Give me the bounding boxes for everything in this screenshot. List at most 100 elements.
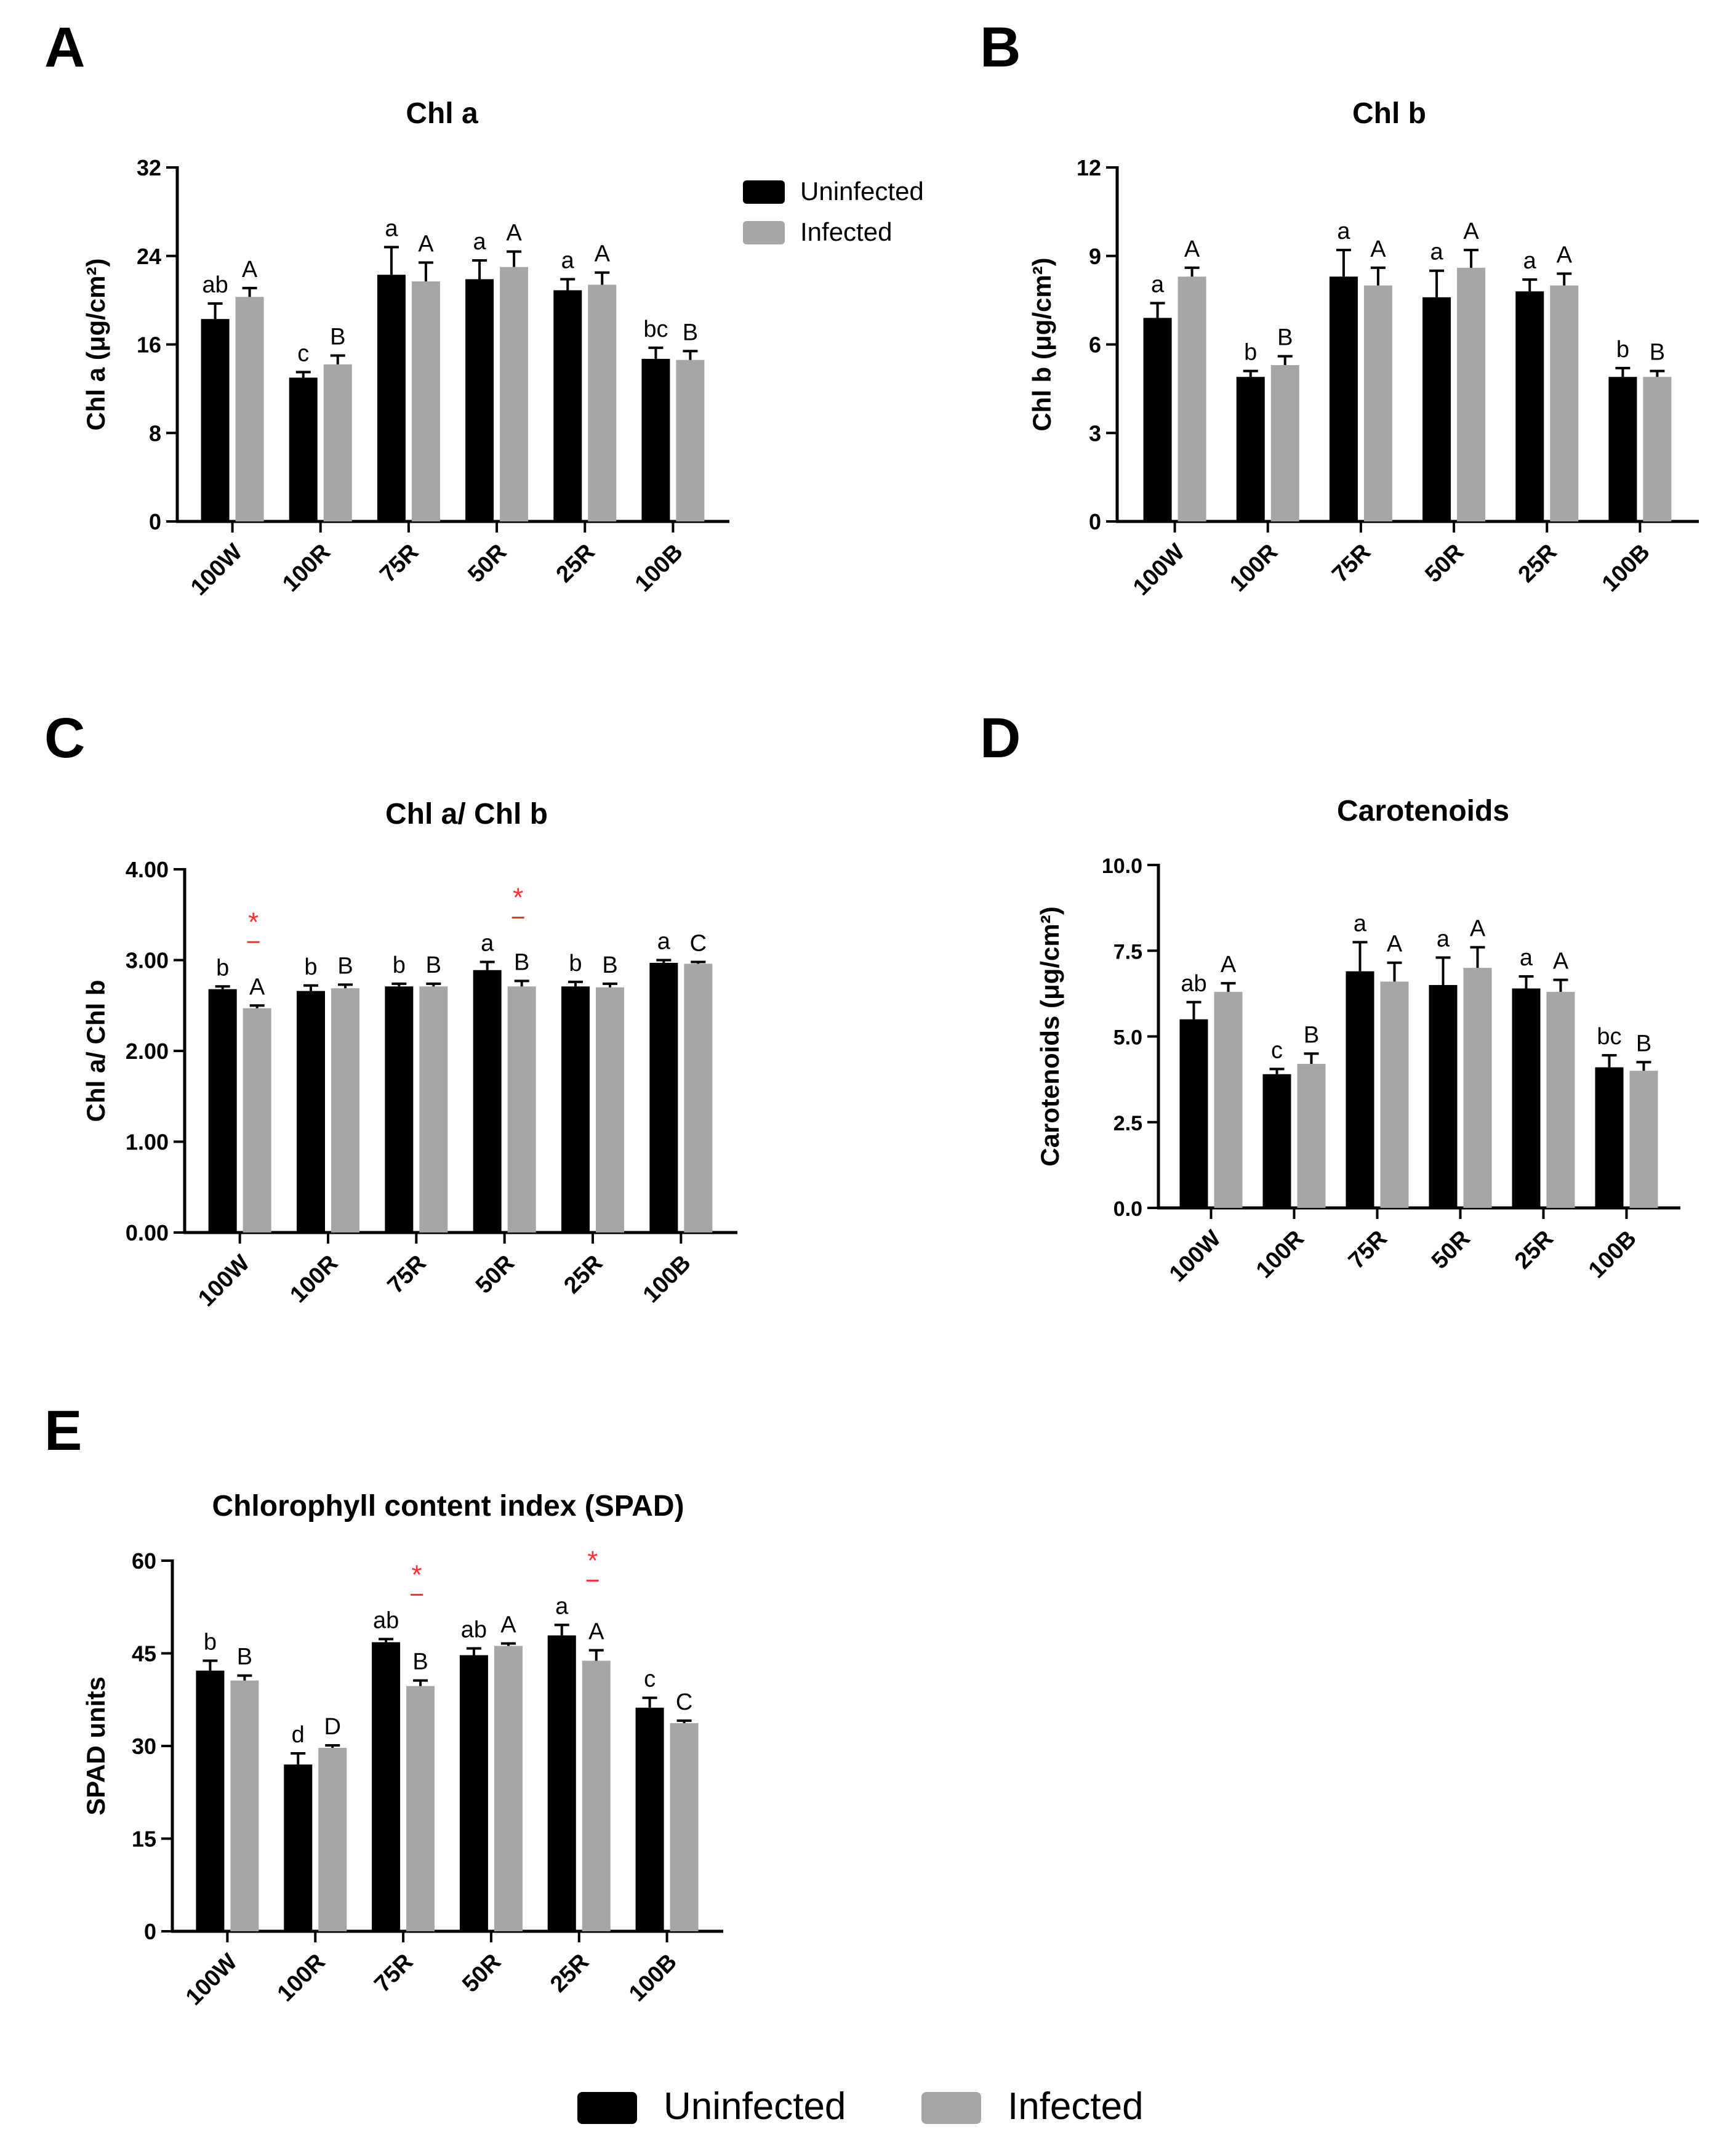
significance-letter: B <box>683 320 698 345</box>
y-tick-label: 0.00 <box>126 1220 169 1245</box>
x-tick-label: 50R <box>457 1949 506 1998</box>
significance-letter: A <box>1557 243 1573 268</box>
bar-infected <box>1363 285 1392 521</box>
bar-uninfected <box>1179 1019 1208 1208</box>
bar-uninfected <box>208 989 237 1233</box>
significance-letter: A <box>1463 219 1479 244</box>
y-tick-label: 2.5 <box>1113 1112 1142 1135</box>
significance-letter: c <box>1271 1037 1283 1063</box>
x-tick-label: 75R <box>369 1949 418 1998</box>
bar-uninfected <box>201 319 230 521</box>
bar-infected <box>684 963 713 1233</box>
bar-uninfected <box>465 279 494 521</box>
significance-letter: B <box>237 1644 252 1670</box>
x-tick-label: 100W <box>181 1949 243 2011</box>
significance-letter: A <box>1470 916 1486 942</box>
bar-infected <box>1270 365 1299 521</box>
significance-letter: D <box>324 1714 341 1740</box>
significance-letter: B <box>337 953 353 979</box>
y-tick-label: 2.00 <box>126 1039 169 1064</box>
chart-title: Chlorophyll content index (SPAD) <box>212 1490 684 1522</box>
significance-letter: A <box>1184 236 1200 262</box>
significance-letter: a <box>1430 239 1444 265</box>
legend-bottom: Uninfected Infected <box>577 2085 1144 2128</box>
bar-infected <box>582 1660 611 1931</box>
significance-letter: b <box>569 951 582 976</box>
y-tick-label: 12 <box>1077 155 1101 180</box>
x-tick-label: 100R <box>1251 1226 1309 1284</box>
y-tick-label: 8 <box>149 420 161 446</box>
y-tick-label: 0 <box>144 1919 156 1944</box>
bar-uninfected <box>641 358 670 521</box>
legend-label-uninfected: Uninfected <box>800 177 924 206</box>
bar-uninfected <box>284 1764 313 1931</box>
chart-chl-ratio: Chl a/ Chl b Chl a/ Chl b 0.00 1.00 2.00 3.00… <box>81 798 737 1312</box>
significance-letter: A <box>506 220 522 246</box>
x-tick-label: 100B <box>1597 539 1655 597</box>
significance-letter: ab <box>1181 971 1206 997</box>
significance-letter: A <box>1370 236 1386 262</box>
bar-uninfected <box>649 962 678 1233</box>
significance-letter: b <box>393 952 406 978</box>
significance-letter: b <box>1244 340 1257 366</box>
significance-letter: bc <box>643 316 668 342</box>
chart-carotenoids: Carotenoids Carotenoids (μg/cm²) 0.0 2.5 5.0… <box>1035 795 1680 1287</box>
significance-letter: b <box>1616 337 1629 363</box>
bar-infected <box>500 267 529 521</box>
significance-letter: a <box>561 247 575 273</box>
x-tick-label: 100W <box>186 539 247 601</box>
bar-infected <box>331 988 359 1233</box>
bar-uninfected <box>1512 988 1541 1208</box>
bar-uninfected <box>1262 1074 1291 1208</box>
x-tick-label: 50R <box>1420 539 1469 588</box>
bar-infected <box>670 1723 699 1931</box>
y-axis-label: Carotenoids (μg/cm²) <box>1035 906 1064 1166</box>
bar-infected <box>235 297 264 521</box>
y-tick-label: 10.0 <box>1102 855 1142 878</box>
bar-infected <box>1643 377 1672 521</box>
significance-letter: A <box>249 974 265 1000</box>
bar-uninfected <box>473 970 502 1233</box>
significance-letter: A <box>1387 931 1403 957</box>
x-tick-label: 75R <box>375 539 423 588</box>
y-tick-label: 4.00 <box>126 857 169 882</box>
chart-title: Chl a/ Chl b <box>385 798 548 831</box>
panel-label-d: D <box>980 707 1021 770</box>
legend-label-uninfected: Uninfected <box>664 2085 846 2128</box>
y-tick-label: 0 <box>1089 509 1101 534</box>
y-axis-label: Chl b (μg/cm²) <box>1027 257 1056 431</box>
x-tick-label: 50R <box>471 1250 520 1299</box>
significance-letter: d <box>292 1722 305 1748</box>
significance-letter: B <box>514 949 529 975</box>
significance-letter: A <box>588 1619 604 1644</box>
y-tick-label: 5.0 <box>1113 1026 1142 1050</box>
bar-uninfected <box>377 275 406 521</box>
significance-letter: B <box>1277 325 1293 351</box>
bar-uninfected <box>553 290 582 521</box>
significance-letter: a <box>555 1593 569 1619</box>
significance-letter: a <box>385 215 398 241</box>
significance-letter: B <box>412 1649 428 1675</box>
bar-uninfected <box>1329 276 1358 521</box>
significance-letter: a <box>1520 945 1533 971</box>
bar-infected <box>1177 276 1206 521</box>
x-tick-label: 75R <box>383 1250 431 1299</box>
x-tick-label: 100R <box>285 1250 343 1308</box>
y-tick-label: 9 <box>1089 244 1101 269</box>
panel-label-b: B <box>980 16 1021 79</box>
significance-letter: b <box>216 955 229 981</box>
y-tick-label: 45 <box>132 1641 156 1667</box>
bar-infected <box>1546 992 1575 1208</box>
bar-infected <box>1214 992 1243 1208</box>
bar-infected <box>1629 1071 1658 1208</box>
bar-infected <box>596 987 624 1233</box>
y-tick-label: 30 <box>132 1734 156 1759</box>
significance-letter: a <box>657 929 671 955</box>
x-tick-label: 100W <box>1128 539 1190 601</box>
y-tick-label: 32 <box>137 155 161 180</box>
x-tick-label: 100R <box>273 1949 331 2007</box>
significance-letter: C <box>690 930 707 956</box>
chart-title: Chl a <box>406 97 478 130</box>
legend-swatch-infected <box>921 2092 981 2124</box>
y-tick-label: 16 <box>137 332 161 358</box>
